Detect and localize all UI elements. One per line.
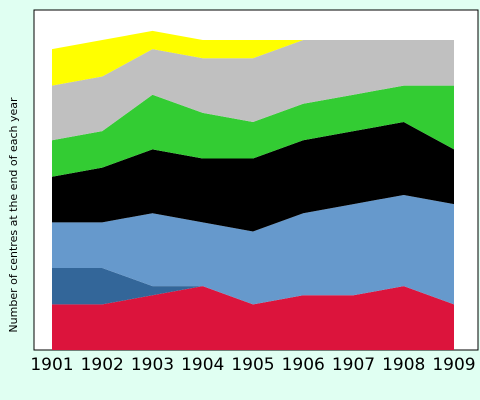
x-tick-label: 1909 (432, 355, 475, 375)
x-tick-label: 1901 (30, 355, 73, 375)
x-tick-label: 1908 (382, 355, 425, 375)
series-area-3 (52, 194, 454, 305)
series-areas (52, 30, 454, 350)
x-tick-label: 1907 (332, 355, 375, 375)
series-area-1 (52, 286, 454, 350)
series-area-4 (52, 122, 454, 232)
x-tick-label: 1904 (181, 355, 224, 375)
series-area-6 (52, 39, 454, 141)
series-area-7 (52, 30, 454, 86)
x-tick-label: 1903 (131, 355, 174, 375)
x-tick-label: 1902 (81, 355, 124, 375)
x-tick-labels: 1901 1902 1903 1904 1905 1906 1907 1908 1909 (30, 355, 475, 375)
y-axis-label: Number of centres at the end of each yea… (7, 97, 20, 333)
series-area-5 (52, 85, 454, 177)
x-tick-label: 1905 (231, 355, 274, 375)
x-tick-label: 1906 (282, 355, 325, 375)
series-area-2 (52, 267, 454, 305)
